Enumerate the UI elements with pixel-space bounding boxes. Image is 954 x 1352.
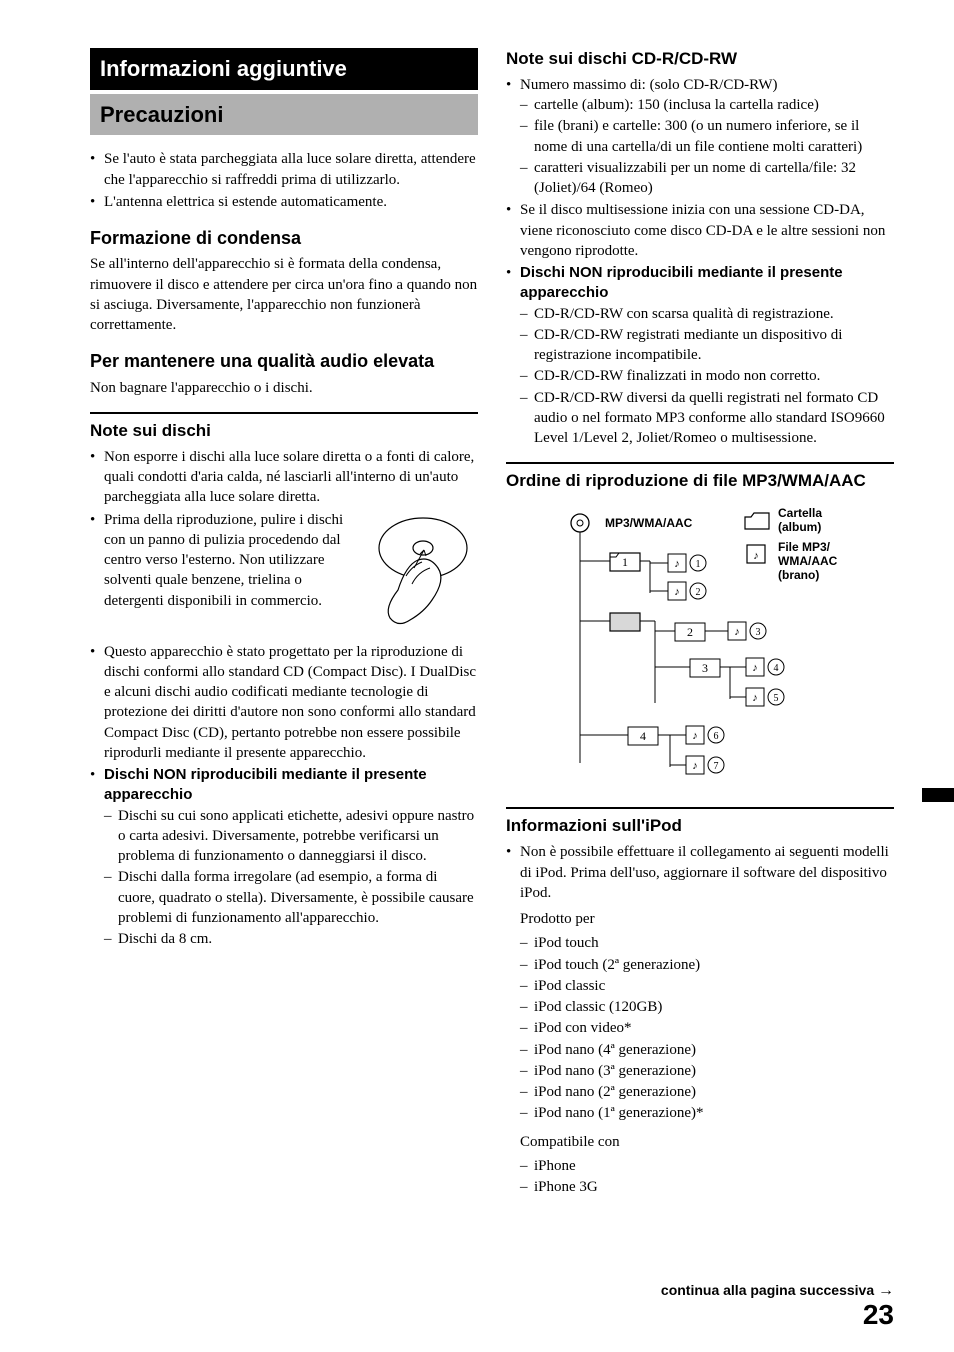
compat-label: Compatibile con <box>520 1132 894 1152</box>
prodotto-label: Prodotto per <box>520 909 894 929</box>
body-text: Non bagnare l'apparecchio o i dischi. <box>90 378 478 398</box>
dash-item: CD-R/CD-RW finalizzati in modo non corre… <box>520 366 894 386</box>
playback-order-diagram: MP3/WMA/AAC Cartella (album) ♪ File MP3/… <box>506 503 894 793</box>
page-number: 23 <box>863 1296 894 1334</box>
svg-text:7: 7 <box>714 761 719 772</box>
svg-text:1: 1 <box>622 555 628 569</box>
bullet-item: Se l'auto è stata parcheggiata alla luce… <box>90 149 478 190</box>
svg-text:2: 2 <box>687 625 693 639</box>
cdr-sublist: cartelle (album): 150 (inclusa la cartel… <box>520 95 894 198</box>
svg-text:3: 3 <box>702 661 708 675</box>
bullet-item: Numero massimo di: (solo CD-R/CD-RW) car… <box>506 75 894 199</box>
section-heading: Per mantenere una qualità audio elevata <box>90 349 478 373</box>
dash-item: iPod nano (1ª generazione)* <box>520 1103 894 1123</box>
bullet-item: Se il disco multisessione inizia con una… <box>506 200 894 261</box>
side-tab-icon <box>922 788 954 802</box>
section-heading: Note sui dischi CD-R/CD-RW <box>506 48 894 71</box>
svg-text:♪: ♪ <box>692 730 698 742</box>
svg-text:3: 3 <box>756 627 761 638</box>
compat-list: iPhone iPhone 3G <box>520 1156 894 1198</box>
dash-item: cartelle (album): 150 (inclusa la cartel… <box>520 95 894 115</box>
svg-text:1: 1 <box>696 559 701 570</box>
ipod-bullets: Non è possibile effettuare il collegamen… <box>506 842 894 903</box>
svg-text:♪: ♪ <box>674 558 680 570</box>
section-heading: Note sui dischi <box>90 420 478 443</box>
dash-item: Dischi dalla forma irregolare (ad esempi… <box>104 867 478 928</box>
dash-item: iPod nano (4ª generazione) <box>520 1040 894 1060</box>
bullet-item: L'antenna elettrica si estende automatic… <box>90 192 478 212</box>
dash-item: file (brani) e cartelle: 300 (o un numer… <box>520 116 894 157</box>
bullet-text: Numero massimo di: (solo CD-R/CD-RW) <box>520 77 778 93</box>
dash-item: Dischi da 8 cm. <box>104 929 478 949</box>
non-playable-heading: Dischi NON riproducibili mediante il pre… <box>104 766 427 803</box>
body-text: Se all'interno dell'apparecchio si è for… <box>90 254 478 335</box>
dash-item: iPhone 3G <box>520 1177 894 1197</box>
subtitle-bar: Precauzioni <box>90 94 478 136</box>
dash-item: iPod classic (120GB) <box>520 997 894 1017</box>
bullet-item: Non è possibile effettuare il collegamen… <box>506 842 894 903</box>
discs-bullets: Non esporre i dischi alla luce solare di… <box>90 447 478 950</box>
dash-item: iPod nano (3ª generazione) <box>520 1061 894 1081</box>
dash-item: iPhone <box>520 1156 894 1176</box>
prodotto-list: iPod touch iPod touch (2ª generazione) i… <box>520 933 894 1123</box>
dash-item: iPod con video* <box>520 1018 894 1038</box>
svg-text:5: 5 <box>774 693 779 704</box>
svg-text:♪: ♪ <box>692 760 698 772</box>
svg-text:2: 2 <box>696 587 701 598</box>
dash-item: caratteri visualizzabili per un nome di … <box>520 158 894 199</box>
svg-text:♪: ♪ <box>752 662 758 674</box>
legend-folder-1: Cartella <box>778 506 822 520</box>
legend-root: MP3/WMA/AAC <box>605 516 693 530</box>
svg-text:♪: ♪ <box>752 692 758 704</box>
legend-file-3: (brano) <box>778 568 819 582</box>
bullet-text: Prima della riproduzione, pulire i disch… <box>104 512 343 609</box>
bullet-item: Non esporre i dischi alla luce solare di… <box>90 447 478 508</box>
section-heading: Informazioni sull'iPod <box>506 815 894 838</box>
left-column: Informazioni aggiuntive Precauzioni Se l… <box>90 48 478 1198</box>
bullet-item: Dischi NON riproducibili mediante il pre… <box>506 263 894 448</box>
bullet-item: Questo apparecchio è stato progettato pe… <box>90 642 478 764</box>
dash-item: CD-R/CD-RW registrati mediante un dispos… <box>520 325 894 366</box>
continue-text: continua alla pagina successiva <box>661 1282 874 1298</box>
dash-item: CD-R/CD-RW diversi da quelli registrati … <box>520 388 894 449</box>
dash-item: iPod nano (2ª generazione) <box>520 1082 894 1102</box>
svg-text:♪: ♪ <box>674 586 680 598</box>
right-column: Note sui dischi CD-R/CD-RW Numero massim… <box>506 48 894 1198</box>
disc-wipe-illustration <box>368 510 478 640</box>
dash-item: iPod touch (2ª generazione) <box>520 955 894 975</box>
legend-file-2: WMA/AAC <box>778 554 838 568</box>
svg-text:6: 6 <box>714 731 719 742</box>
dash-item: iPod classic <box>520 976 894 996</box>
svg-text:♪: ♪ <box>734 626 740 638</box>
dash-item: CD-R/CD-RW con scarsa qualità di registr… <box>520 304 894 324</box>
section-heading: Formazione di condensa <box>90 226 478 250</box>
legend-file-1: File MP3/ <box>778 540 831 554</box>
non-playable-list: Dischi su cui sono applicati etichette, … <box>104 806 478 950</box>
cdr-bullets: Numero massimo di: (solo CD-R/CD-RW) car… <box>506 75 894 449</box>
main-title-bar: Informazioni aggiuntive <box>90 48 478 90</box>
dash-item: Dischi su cui sono applicati etichette, … <box>104 806 478 867</box>
legend-folder-2: (album) <box>778 520 821 534</box>
bullet-item: Prima della riproduzione, pulire i disch… <box>90 510 478 640</box>
continue-note: continua alla pagina successiva → <box>661 1280 894 1302</box>
svg-text:4: 4 <box>774 663 779 674</box>
cdr-non-list: CD-R/CD-RW con scarsa qualità di registr… <box>520 304 894 449</box>
bullet-item: Dischi NON riproducibili mediante il pre… <box>90 765 478 949</box>
intro-bullets: Se l'auto è stata parcheggiata alla luce… <box>90 149 478 212</box>
non-playable-heading: Dischi NON riproducibili mediante il pre… <box>520 264 843 301</box>
svg-text:♪: ♪ <box>753 550 759 562</box>
svg-text:4: 4 <box>640 729 646 743</box>
dash-item: iPod touch <box>520 933 894 953</box>
section-heading: Ordine di riproduzione di file MP3/WMA/A… <box>506 470 894 493</box>
